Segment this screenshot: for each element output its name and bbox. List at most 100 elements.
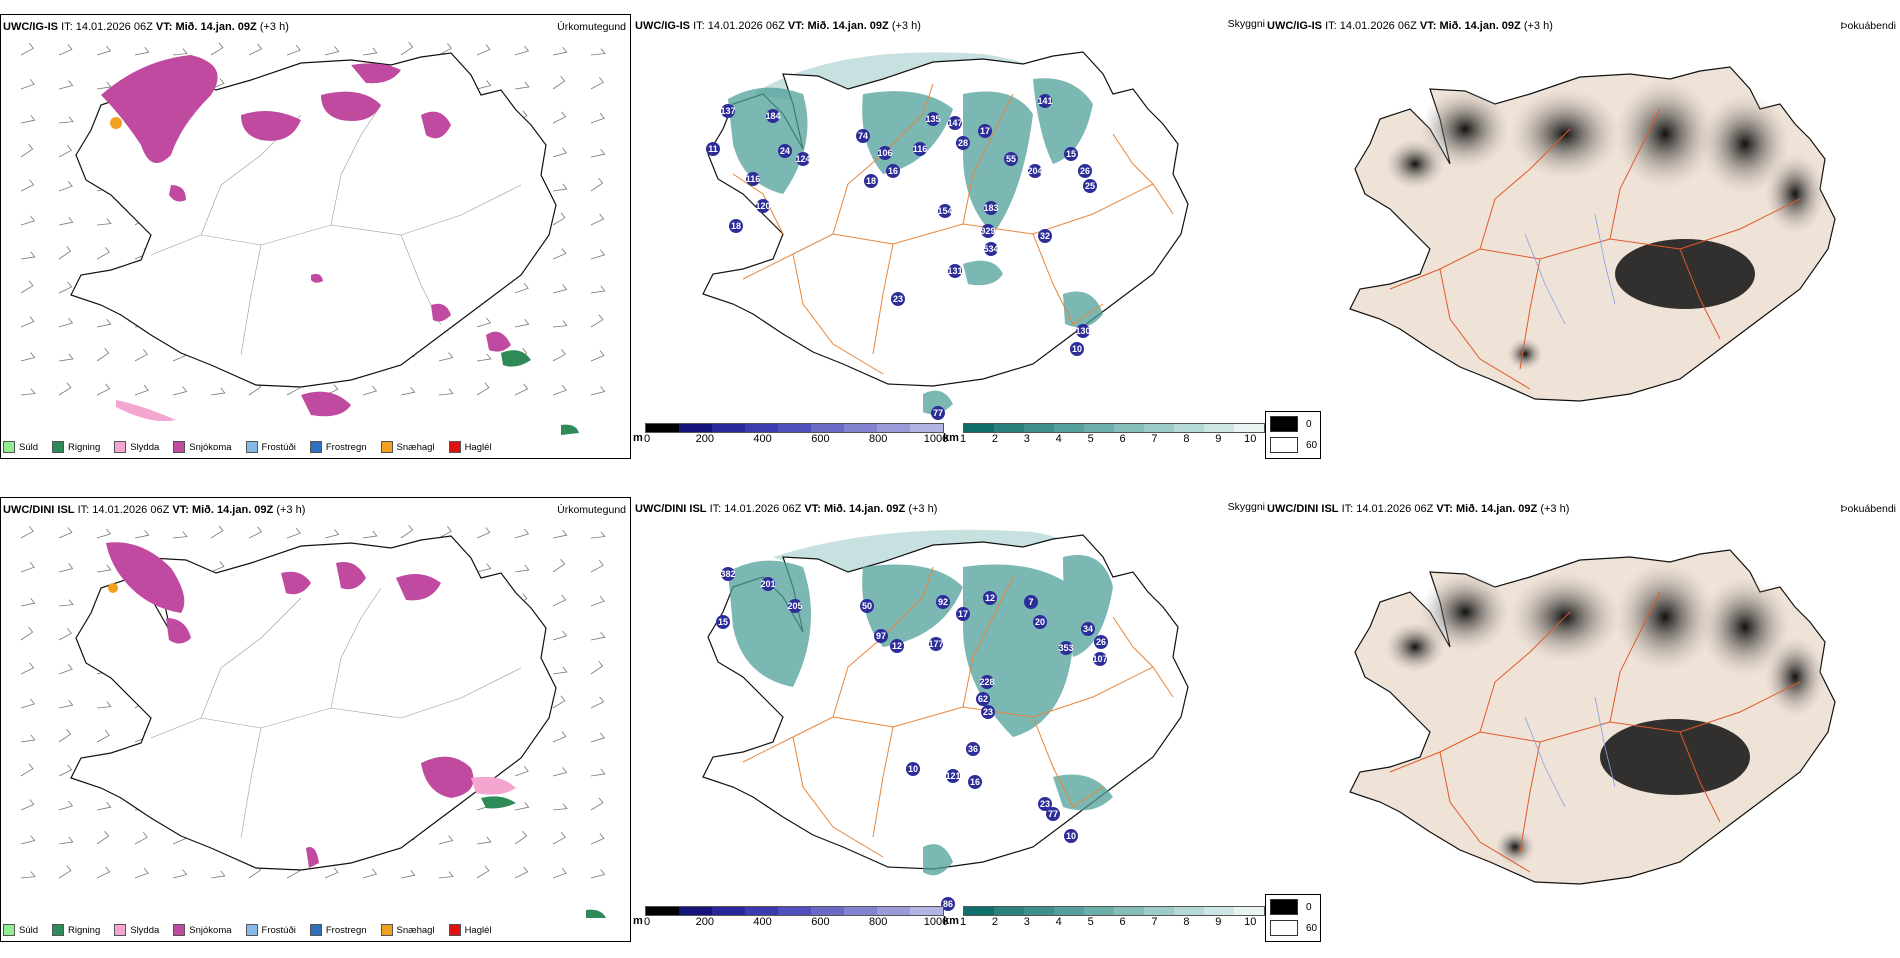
ceiling-blob [981,224,995,238]
ceiling-label: 135 [925,114,940,124]
wind-barb [590,732,606,743]
wind-barb [96,347,110,362]
colorbar-tick: 400 [753,433,772,445]
colorbar-swatch [1174,424,1204,432]
colorbar-tick: 10 [1244,916,1257,928]
colorbar-swatch [745,424,778,432]
wind-barb [514,282,529,294]
precip-legend: Súld Rigning Slydda Snjókoma Frostúði Frostre… [3,438,506,456]
colorbar-tick: 600 [811,433,830,445]
ceiling-label: 32 [1040,231,1050,241]
ceiling-blob [984,201,998,215]
panel-title: UWC/IG-IS IT: 14.01.2026 06Z VT: Mið. 14… [1267,20,1553,32]
ceiling-blob [1081,622,1095,636]
fog-index-field [1385,79,1825,370]
ceiling-label: 62 [978,694,988,704]
colorbar-tick: 6 [1119,916,1126,928]
ceiling-label: 26 [1096,637,1106,647]
wind-barb [58,245,72,260]
ceiling-blob [1070,342,1084,356]
wind-barb [476,836,492,845]
wind-barb [248,526,263,539]
fog-index-panel: UWC/IG-IS IT: 14.01.2026 06Z VT: Mið. 14… [1265,14,1900,459]
wind-barb [362,47,378,56]
ceiling-blob [864,174,878,188]
colorbar-swatch [844,907,877,915]
wind-barb [324,529,340,539]
wind-barb [476,382,490,396]
precip-legend-item: Snjókoma [173,924,232,936]
colorbar-swatch [646,424,679,432]
wind-barb [20,526,34,539]
ceiling-label: 16 [888,166,898,176]
precip-map [20,524,606,918]
ceiling-label: 205 [787,601,802,611]
rain-areas [481,796,606,918]
wind-barb [58,44,73,56]
ceiling-blob [721,567,735,581]
wind-barb [172,531,188,539]
colorbar-swatch [877,907,910,915]
colorbar-swatch [1054,907,1084,915]
wind-barb [96,564,112,573]
wind-barb [476,44,491,56]
ceiling-blob [1064,147,1078,161]
colorbar-swatch [910,424,943,432]
ceiling-label: 204 [1027,166,1042,176]
colorbar-tick: 10 [1244,433,1257,445]
colorbar-swatch [679,907,712,915]
ceiling-label: 24 [780,146,790,156]
wind-barb [172,48,188,56]
wind-barb [20,698,36,709]
ceiling-label: 10 [1072,344,1082,354]
wind-barb [210,42,224,56]
wind-barb [248,43,263,56]
colorbar-tick: 4 [1055,433,1062,445]
ceiling-blob [936,595,950,609]
wind-barb [96,247,110,260]
colorbar-swatch [712,907,745,915]
colorbar-tick: 800 [869,916,888,928]
precip-type-panel: UWC/DINI ISL IT: 14.01.2026 06Z VT: Mið.… [0,497,631,942]
colorbar-tick: 3 [1023,433,1030,445]
wind-barb [58,699,74,709]
wind-barb [58,628,72,641]
colorbar-swatch [1054,424,1084,432]
legend-swatch [1270,920,1298,936]
ceiling-blob [984,242,998,256]
wind-barb [20,662,35,675]
precip-legend-item: Snæhagl [380,924,435,936]
ceiling-blob [706,142,720,156]
legend-swatch [380,441,393,453]
ceiling-blob [1028,164,1042,178]
wind-barb [96,218,112,226]
precip-legend-item: Snæhagl [380,441,435,453]
wind-barb [552,666,568,675]
panel-title: UWC/IG-IS IT: 14.01.2026 06Z VT: Mið. 14… [3,21,289,33]
wind-barb [134,529,150,539]
ceiling-label: 131 [947,266,962,276]
colorbar-tick: 6 [1119,433,1126,445]
ceiling-label: 50 [862,601,872,611]
legend-swatch [173,924,186,936]
legend-label: 0 [1306,418,1312,430]
ceiling-label: 23 [1040,799,1050,809]
legend-label: Rigning [68,924,101,936]
ceiling-blob [766,109,780,123]
colorbar-tick: 9 [1215,433,1222,445]
precip-legend-item: Haglél [448,924,492,936]
fog-legend-item: 60 [1270,920,1317,936]
ceiling-label: 10 [908,764,918,774]
legend-label: 0 [1306,901,1312,913]
colorbar-tick: 0 [643,433,651,445]
colorbar-swatch [910,907,943,915]
ceiling-label: 34 [1083,624,1093,634]
colorbar-tick: 8 [1183,916,1190,928]
ceiling-blob [874,629,888,643]
wind-barb [20,561,35,573]
precip-legend-item: Súld [3,924,38,936]
ceiling-label: 121 [945,771,960,781]
ceiling-blob [926,112,940,126]
wind-barb [96,528,112,539]
ceiling-label: 18 [731,221,741,231]
